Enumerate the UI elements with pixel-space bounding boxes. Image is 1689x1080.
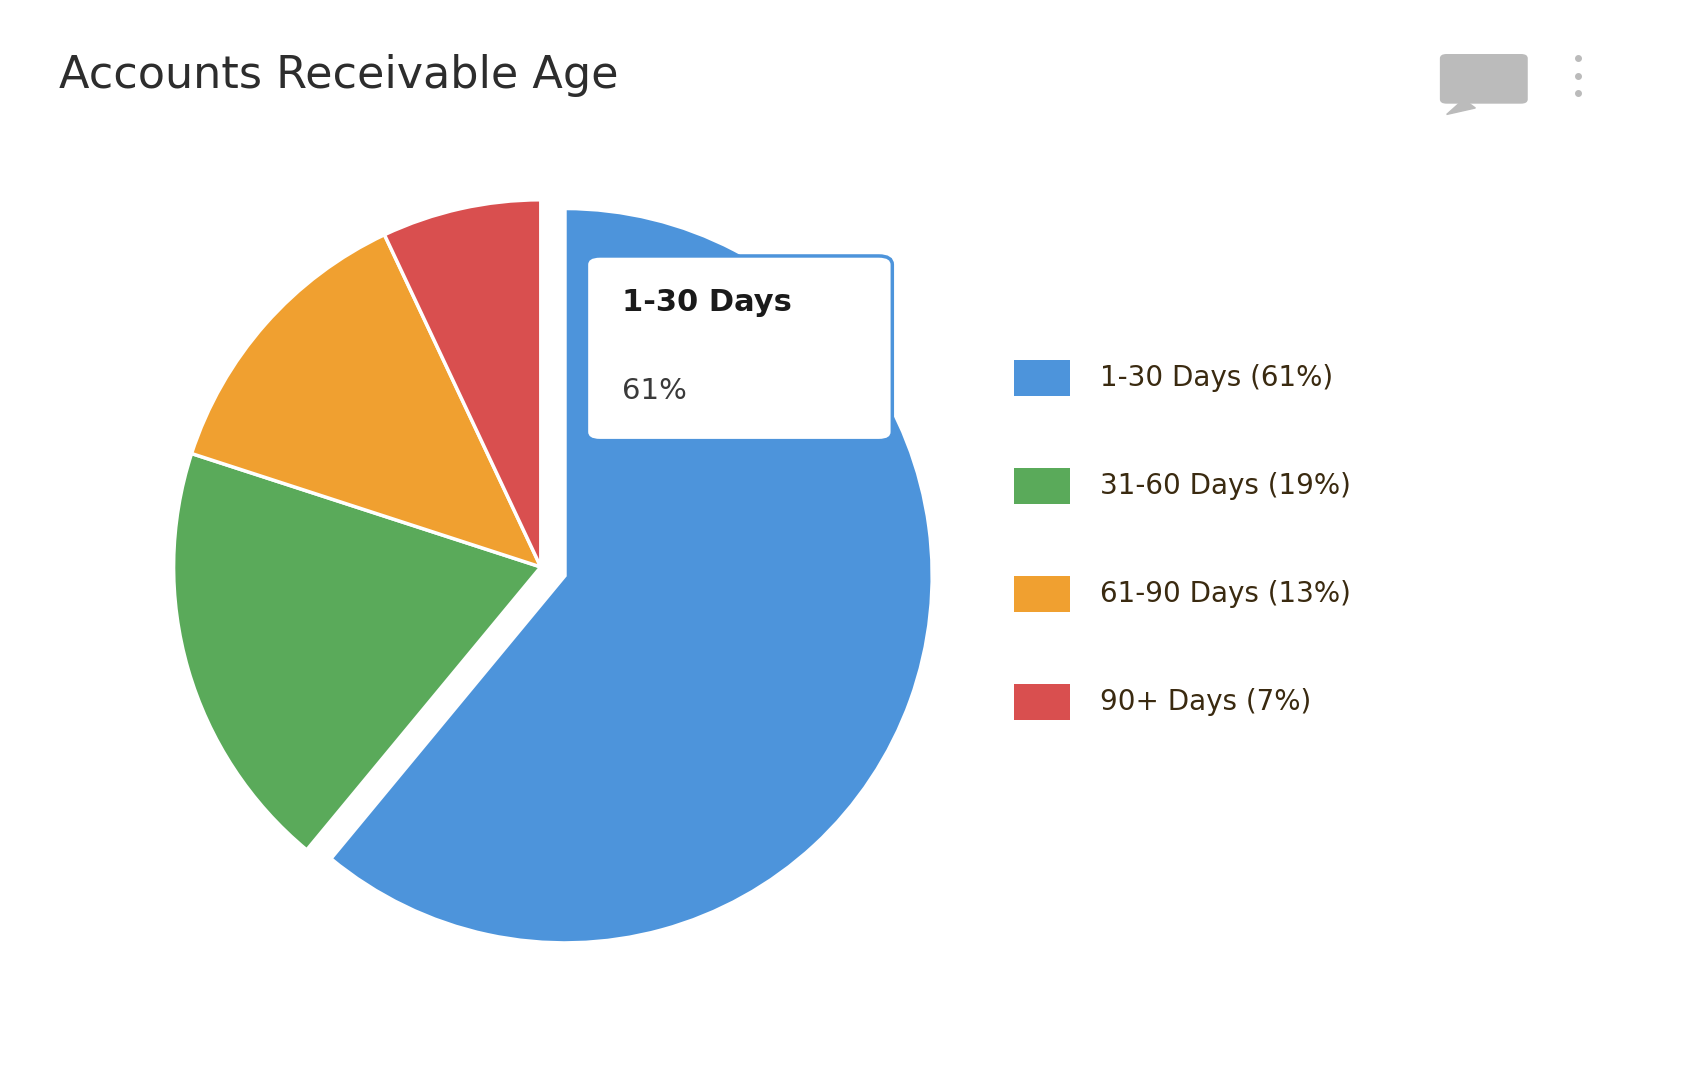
FancyBboxPatch shape: [1013, 576, 1069, 611]
FancyBboxPatch shape: [586, 256, 892, 441]
Text: Accounts Receivable Age: Accounts Receivable Age: [59, 54, 618, 97]
Text: 61-90 Days (13%): 61-90 Days (13%): [1100, 580, 1350, 608]
Text: 61%: 61%: [622, 377, 686, 405]
FancyBboxPatch shape: [1013, 685, 1069, 720]
Wedge shape: [174, 454, 540, 850]
Wedge shape: [191, 234, 540, 567]
Polygon shape: [1446, 99, 1474, 114]
FancyBboxPatch shape: [1013, 468, 1069, 503]
Text: 31-60 Days (19%): 31-60 Days (19%): [1100, 472, 1350, 500]
Text: 1-30 Days (61%): 1-30 Days (61%): [1100, 364, 1333, 392]
Wedge shape: [383, 200, 540, 567]
Wedge shape: [331, 208, 932, 943]
Text: 90+ Days (7%): 90+ Days (7%): [1100, 688, 1311, 716]
FancyBboxPatch shape: [1439, 54, 1527, 104]
Text: 1-30 Days: 1-30 Days: [622, 288, 792, 318]
FancyBboxPatch shape: [1013, 360, 1069, 395]
